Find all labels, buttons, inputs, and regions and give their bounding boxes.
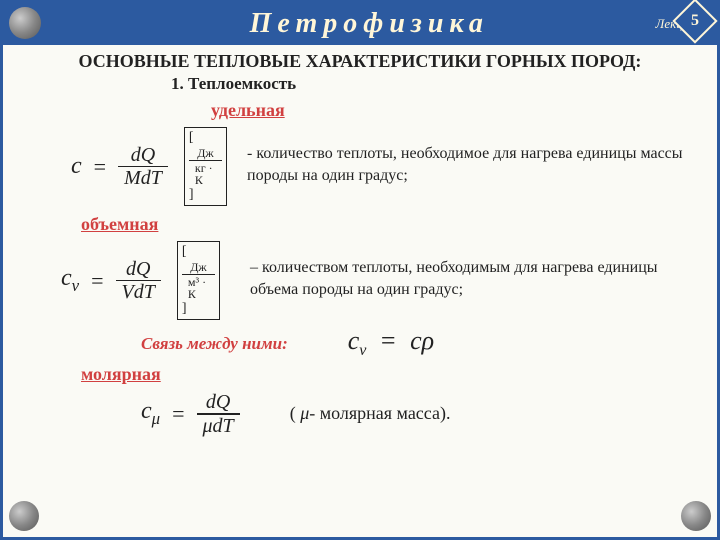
specific-units: [ Дж кг · К ] <box>184 127 227 206</box>
volumetric-label: объемная <box>81 214 689 235</box>
relation-row: Связь между ними: cv = cρ <box>31 324 689 360</box>
specific-row: c = dQ MdT [ Дж кг · К ] - количество те… <box>31 127 689 206</box>
note-open: ( <box>290 403 301 423</box>
volumetric-formula: cv = dQ VdT [ Дж м³ · К ] <box>61 241 220 320</box>
rel-lhs-sub: v <box>359 342 366 359</box>
equals-sign: = <box>168 401 188 427</box>
molar-row: cμ = dQ μdT ( μ- молярная масса). <box>31 391 689 436</box>
lhs-sub: μ <box>152 409 160 428</box>
main-heading: ОСНОВНЫЕ ТЕПЛОВЫЕ ХАРАКТЕРИСТИКИ ГОРНЫХ … <box>31 51 689 72</box>
rel-rhs: cρ <box>410 326 434 355</box>
equals-sign: = <box>373 326 404 355</box>
slide-number: 5 <box>691 12 699 30</box>
molar-note: ( μ- молярная масса). <box>290 403 451 424</box>
molar-fraction: dQ μdT <box>197 391 240 436</box>
footer-logo-right-icon <box>681 501 711 531</box>
lhs-sub: v <box>72 276 79 295</box>
molar-formula: cμ = dQ μdT <box>141 391 240 436</box>
footer-logo-left-icon <box>9 501 39 531</box>
lhs-sym: c <box>141 398 152 424</box>
equals-sign: = <box>87 268 107 294</box>
volumetric-desc: – количеством теплоты, необходимым для н… <box>250 257 689 300</box>
volumetric-fraction: dQ VdT <box>116 258 161 303</box>
relation-label: Связь между ними: <box>141 334 288 354</box>
unit-fraction: Дж м³ · К <box>182 260 215 301</box>
specific-formula: c = dQ MdT [ Дж кг · К ] <box>71 127 227 206</box>
molar-label: молярная <box>81 364 689 385</box>
sub-heading: 1. Теплоемкость <box>31 74 689 94</box>
equals-sign: = <box>90 154 110 180</box>
frac-den: MdT <box>118 167 168 189</box>
slide-number-badge: 5 <box>672 0 717 44</box>
course-title: Петрофизика <box>43 8 656 40</box>
specific-desc: - количество теплоты, необходимое для на… <box>247 143 689 186</box>
note-rest: - молярная масса). <box>309 403 450 423</box>
frac-den-text: μdT <box>203 415 234 437</box>
frac-num: dQ <box>120 258 156 280</box>
unit-den: кг · К <box>189 161 222 187</box>
volumetric-units: [ Дж м³ · К ] <box>177 241 220 320</box>
specific-label: удельная <box>211 100 689 121</box>
specific-fraction: dQ MdT <box>118 144 168 189</box>
logo-icon <box>9 7 41 39</box>
lhs-sym: c <box>61 265 72 291</box>
rel-lhs-sym: c <box>348 326 360 355</box>
unit-num: Дж <box>184 260 212 274</box>
slide-header: Петрофизика Лекция 8 5 <box>3 3 717 45</box>
volumetric-row: cv = dQ VdT [ Дж м³ · К ] – количеством … <box>31 241 689 320</box>
slide-body: ОСНОВНЫЕ ТЕПЛОВЫЕ ХАРАКТЕРИСТИКИ ГОРНЫХ … <box>3 45 717 451</box>
relation-formula: cv = cρ <box>348 326 434 360</box>
unit-den: м³ · К <box>182 275 215 301</box>
specific-lhs: c <box>71 153 82 180</box>
frac-den: μdT <box>197 415 240 437</box>
molar-lhs: cμ <box>141 398 160 429</box>
unit-fraction: Дж кг · К <box>189 146 222 187</box>
unit-num: Дж <box>191 146 219 160</box>
frac-num: dQ <box>125 144 161 166</box>
frac-den: VdT <box>116 281 161 303</box>
frac-num: dQ <box>200 391 236 413</box>
volumetric-lhs: cv <box>61 265 79 296</box>
mu-icon: μ <box>300 403 309 423</box>
